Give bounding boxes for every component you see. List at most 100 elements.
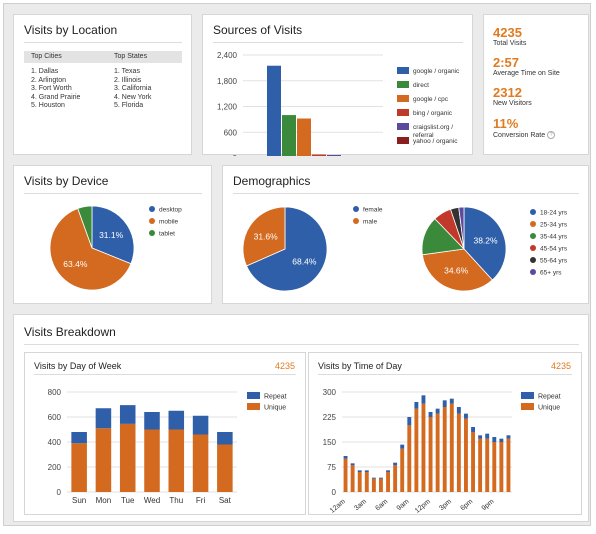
pie-slice (246, 206, 328, 292)
legend-label: 35-44 yrs (540, 234, 568, 241)
bar-unique (144, 429, 160, 492)
legend-label: bing / organic (413, 110, 453, 117)
y-tick-label: 1,200 (217, 103, 238, 112)
bar-repeat (357, 470, 362, 472)
bar-repeat (386, 470, 390, 472)
legend-swatch (397, 137, 409, 144)
breakdown-title: Visits Breakdown (24, 325, 116, 339)
bar-repeat (471, 427, 475, 432)
demographics-title: Demographics (233, 174, 311, 188)
y-tick-label: 0 (332, 488, 337, 497)
legend-swatch (247, 392, 260, 399)
bar-repeat (343, 456, 348, 459)
bar-unique (386, 472, 390, 492)
stat-avg-time: 2:57 Average Time on Site (493, 55, 560, 77)
stat-value: 2:57 (493, 55, 520, 70)
slice-data-label: 38.2% (473, 236, 498, 246)
legend-label: craigslist.org / (413, 124, 453, 131)
state-item: 4. New York (114, 93, 152, 101)
x-tick-label: Fri (196, 496, 206, 505)
bar-repeat (400, 444, 405, 449)
bar-repeat (449, 398, 454, 404)
stat-label-text: Conversion Rate (493, 131, 546, 139)
bar-repeat (421, 395, 426, 404)
legend-swatch (397, 67, 409, 74)
y-tick-label: 200 (48, 463, 62, 472)
legend-dot (530, 233, 536, 239)
city-item: 4. Grand Prairie (31, 93, 81, 101)
sources-chart: 2,400 1,800 1,200 600 0 google / organic direc… (217, 51, 460, 156)
bar-unique (371, 478, 376, 492)
bar-unique (428, 417, 433, 492)
pie-slice (49, 207, 132, 291)
bar-unique (168, 429, 185, 492)
legend-swatch (247, 403, 260, 410)
bar-repeat (407, 417, 412, 426)
x-tick-label: Sat (219, 496, 232, 505)
pie-slice (242, 206, 286, 267)
legend-dot (530, 245, 536, 251)
bar-repeat (364, 470, 369, 472)
legend-dot (530, 221, 536, 227)
city-item: 2. Arlington (31, 76, 67, 84)
y-tick-label: 800 (48, 388, 62, 397)
bar-unique (456, 413, 461, 492)
y-tick-label: 2,400 (217, 51, 238, 60)
x-tick-label: 9pm (481, 498, 496, 512)
bar-unique (357, 472, 362, 492)
bar-unique (350, 465, 355, 492)
legend-swatch (521, 392, 534, 399)
bar-unique (471, 432, 475, 492)
sources-title: Sources of Visits (213, 23, 303, 37)
x-tick-label: 12am (329, 498, 347, 515)
info-icon[interactable]: ? (547, 131, 556, 139)
city-item: 3. Fort Worth (31, 85, 72, 92)
x-tick-label: 3pm (438, 498, 453, 512)
legend-dot (149, 218, 155, 224)
bar-unique (414, 408, 419, 492)
bar-repeat (119, 405, 136, 424)
legend-label: 25-34 yrs (540, 222, 568, 229)
states-list: 1. Texas 2. Illinois 3. California 4. Ne… (114, 68, 151, 111)
device-chart: 31.1% 63.4% desktop mobile tablet (49, 205, 182, 291)
bar-repeat (499, 438, 504, 442)
pie-slice (91, 205, 135, 265)
time-title: Visits by Time of Day (318, 361, 402, 371)
legend-label: yahoo / organic (413, 138, 458, 145)
bar-repeat (192, 415, 209, 435)
x-tick-label: Tue (121, 496, 135, 505)
legend-label: 55-64 yrs (540, 258, 568, 265)
bar-unique (442, 407, 447, 492)
bar-unique (393, 465, 398, 492)
slice-data-label: 63.4% (63, 259, 88, 269)
legend-swatch (397, 95, 409, 102)
x-tick-label: Sun (72, 496, 86, 505)
legend-label: referral (413, 132, 434, 139)
y-tick-label: 600 (224, 128, 238, 137)
bar-repeat (506, 435, 511, 439)
slice-data-label: 34.6% (444, 266, 469, 276)
pie-slice (463, 206, 507, 281)
slice-data-label: 31.6% (254, 231, 279, 241)
slice-data-label: 31.1% (99, 230, 124, 240)
legend-label: google / organic (413, 68, 460, 75)
bar-unique (464, 418, 468, 492)
stat-value: 11% (493, 116, 519, 131)
state-item: 5. Florida (114, 102, 144, 109)
legend-label: mobile (159, 219, 179, 226)
pie-slice (421, 248, 493, 292)
y-tick-label: 0 (233, 154, 238, 156)
x-tick-label: 6am (374, 498, 389, 512)
legend-label: 18-24 yrs (540, 210, 568, 217)
y-tick-label: 75 (327, 463, 336, 472)
bar-repeat (492, 437, 497, 442)
y-tick-label: 1,800 (217, 77, 238, 86)
legend-label: google / cpc (413, 96, 449, 103)
y-tick-label: 150 (323, 438, 337, 447)
device-title: Visits by Device (24, 174, 109, 188)
bar-repeat (428, 412, 433, 417)
bar-unique (499, 442, 504, 492)
bar-unique (407, 425, 412, 492)
stat-new-visitors: 2312 New Visitors (493, 85, 532, 107)
stat-label: Conversion Rate ? (493, 131, 556, 139)
